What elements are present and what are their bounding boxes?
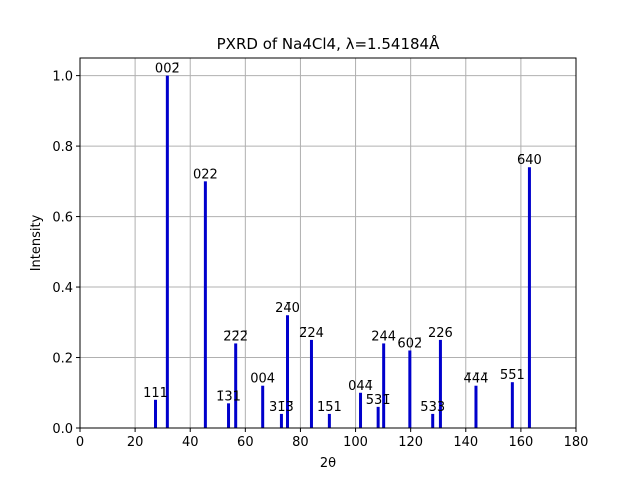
- peak-label: 022: [193, 167, 218, 182]
- peak-label: 244: [371, 329, 396, 344]
- peak-label: 004: [250, 372, 275, 387]
- peak-bar: [309, 339, 313, 428]
- peak-bar: [203, 181, 207, 428]
- peak-bar: [227, 403, 231, 428]
- peak-bars: [154, 75, 531, 428]
- x-axis-label: 2θ: [320, 456, 336, 471]
- peak-bar: [408, 350, 412, 428]
- y-tick-label: 0.0: [52, 422, 73, 437]
- peak-bar: [154, 399, 158, 428]
- y-tick-label: 1.0: [52, 70, 73, 85]
- peak-bar: [431, 413, 435, 428]
- x-tick-label: 40: [182, 435, 199, 450]
- peak-label: 5̄5̄1: [500, 368, 525, 383]
- y-axis-ticks: 0.0 0.2 0.4 0.6 0.8 1.0: [52, 70, 80, 437]
- peak-bar: [279, 413, 283, 428]
- peak-label: 044̄: [348, 379, 373, 394]
- plot-frame: [79, 57, 577, 429]
- peak-label: 24̄0: [275, 301, 300, 316]
- peak-label: 6̄02̄: [397, 336, 422, 351]
- y-tick-label: 0.2: [52, 352, 73, 367]
- y-axis-label: Intensity: [29, 214, 44, 271]
- x-tick-label: 180: [564, 435, 589, 450]
- peak-label: 226̄: [428, 326, 453, 341]
- x-tick-label: 80: [292, 435, 309, 450]
- x-tick-label: 140: [453, 435, 478, 450]
- peak-bar: [510, 382, 514, 428]
- peak-label: 6̄40: [517, 153, 542, 168]
- x-tick-label: 20: [127, 435, 144, 450]
- x-tick-label: 100: [343, 435, 368, 450]
- x-tick-label: 0: [76, 435, 84, 450]
- peak-bar: [382, 343, 386, 428]
- peak-label: 5̄31̄: [366, 393, 391, 408]
- peak-label: 2̄24: [299, 326, 324, 341]
- peak-labels: 111 002̄ 022 1̄31 2̄2̄2̄ 004 31̄3̄ 24̄0 2̄24 151 0…: [143, 62, 542, 415]
- y-tick-label: 0.6: [52, 211, 73, 226]
- y-tick-label: 0.8: [52, 140, 73, 155]
- x-tick-label: 160: [508, 435, 533, 450]
- x-tick-label: 120: [398, 435, 423, 450]
- peak-label: 2̄2̄2̄: [223, 329, 248, 344]
- chart-title: PXRD of Na4Cl4, λ=1.54184Å: [217, 34, 440, 53]
- peak-label: 4̄4̄4̄: [464, 372, 489, 387]
- peak-bar: [438, 339, 442, 428]
- peak-bar: [359, 392, 363, 428]
- peak-label: 533: [420, 400, 445, 415]
- y-tick-label: 0.4: [52, 281, 73, 296]
- peak-bar: [376, 406, 380, 428]
- x-tick-label: 60: [237, 435, 254, 450]
- peak-bar: [165, 75, 169, 428]
- peak-label: 111: [143, 386, 168, 401]
- peak-bar: [327, 413, 331, 428]
- peak-bar: [527, 167, 531, 428]
- peak-label: 31̄3̄: [269, 400, 294, 415]
- x-axis-ticks: 0 20 40 60 80 100 120 140 160 180: [76, 428, 589, 450]
- peak-label: 002̄: [155, 62, 180, 77]
- peak-label: 151: [317, 400, 342, 415]
- peak-bar: [474, 385, 478, 428]
- peak-bar: [285, 315, 289, 428]
- peak-bar: [234, 343, 238, 428]
- peak-bar: [261, 385, 265, 428]
- peak-label: 1̄31: [216, 389, 241, 404]
